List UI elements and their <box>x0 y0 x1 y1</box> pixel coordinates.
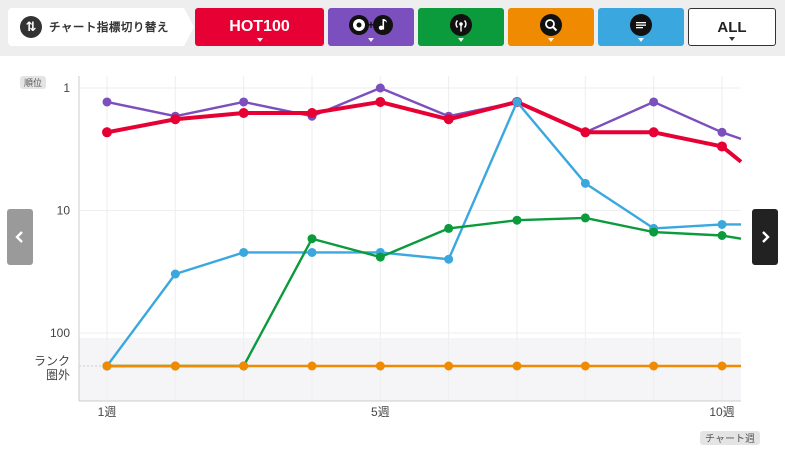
search-icon <box>540 14 562 36</box>
prev-page-button[interactable] <box>7 209 33 265</box>
data-point <box>512 97 522 107</box>
tab-twitter[interactable] <box>598 8 684 46</box>
x-axis-label-badge <box>700 431 760 445</box>
data-point <box>375 96 386 107</box>
data-point <box>239 247 249 257</box>
chevron-down-icon <box>458 38 464 42</box>
x-axis-label: チャート週 <box>705 433 755 445</box>
data-point <box>307 108 317 119</box>
chevron-right-icon <box>762 231 770 243</box>
data-point <box>649 97 659 107</box>
data-point <box>580 178 590 188</box>
data-point <box>717 361 727 371</box>
data-point <box>375 252 385 262</box>
data-point <box>444 223 454 233</box>
y-axis-label: 順位 <box>24 77 42 88</box>
data-point <box>580 361 590 371</box>
chevron-down-icon <box>638 38 644 42</box>
data-point <box>375 361 385 371</box>
x-tick-label: 1週 <box>98 405 117 419</box>
rank-chart: 順位 1 10 100 ランク 圏外 1週 5週 10週チャート週 <box>0 56 785 446</box>
data-point <box>102 97 112 107</box>
chart-switch-label: ⇅ チャート指標切り替え <box>8 8 194 46</box>
data-point <box>238 108 249 119</box>
data-point <box>512 361 522 371</box>
x-tick-label: 10週 <box>709 405 734 419</box>
data-point <box>170 361 180 371</box>
tab-all[interactable]: ALL <box>688 8 776 46</box>
chevron-down-icon <box>548 38 554 42</box>
data-point <box>512 215 522 225</box>
streaming-signal-icon <box>450 14 472 36</box>
chevron-down-icon <box>256 38 263 42</box>
tab-streaming[interactable] <box>418 8 504 46</box>
tab-sales[interactable]: + <box>328 8 414 46</box>
data-point <box>102 361 112 371</box>
data-point <box>170 269 180 279</box>
data-point <box>580 127 591 138</box>
data-point <box>649 227 659 237</box>
data-point <box>444 361 454 371</box>
data-point <box>239 97 249 107</box>
data-point <box>239 361 249 371</box>
next-page-button[interactable] <box>752 209 778 265</box>
out-of-rank-band <box>79 338 741 401</box>
chevron-down-icon <box>729 37 735 41</box>
data-point <box>375 83 385 93</box>
y-tick-label: 100 <box>50 326 70 340</box>
tab-all-label: ALL <box>717 18 747 36</box>
data-point <box>717 141 727 152</box>
svg-text:+: + <box>367 18 374 32</box>
switch-arrows-icon: ⇅ <box>20 16 42 38</box>
chart-toolbar: ⇅ チャート指標切り替え HOT100 + <box>0 0 785 56</box>
data-point <box>307 361 317 371</box>
out-of-rank-label: ランク <box>34 354 70 368</box>
x-tick-label: 5週 <box>371 405 390 419</box>
y-tick-label: 1 <box>63 81 70 95</box>
data-point <box>648 127 659 138</box>
data-point <box>580 213 590 223</box>
tab-lookup[interactable] <box>508 8 594 46</box>
data-point <box>443 114 454 125</box>
chevron-left-icon <box>15 231 23 243</box>
y-axis-label-badge <box>20 76 46 89</box>
out-of-rank-label: 圏外 <box>46 368 70 382</box>
data-point <box>717 219 727 229</box>
data-point <box>170 114 181 125</box>
y-tick-label: 10 <box>57 204 71 218</box>
artist-tweet-icon <box>630 14 652 36</box>
data-point <box>717 231 727 241</box>
chart-switch-text: チャート指標切り替え <box>49 20 169 34</box>
data-point <box>444 254 454 264</box>
data-point <box>102 127 112 138</box>
data-point <box>717 127 727 137</box>
data-point <box>649 361 659 371</box>
series-line <box>106 100 741 367</box>
data-point <box>307 234 317 244</box>
chevron-down-icon <box>368 38 374 42</box>
tab-hot100[interactable]: HOT100 <box>195 8 324 46</box>
tab-hot100-label: HOT100 <box>229 18 290 35</box>
cd-plus-note-icon: + <box>348 14 394 36</box>
data-point <box>307 247 317 257</box>
